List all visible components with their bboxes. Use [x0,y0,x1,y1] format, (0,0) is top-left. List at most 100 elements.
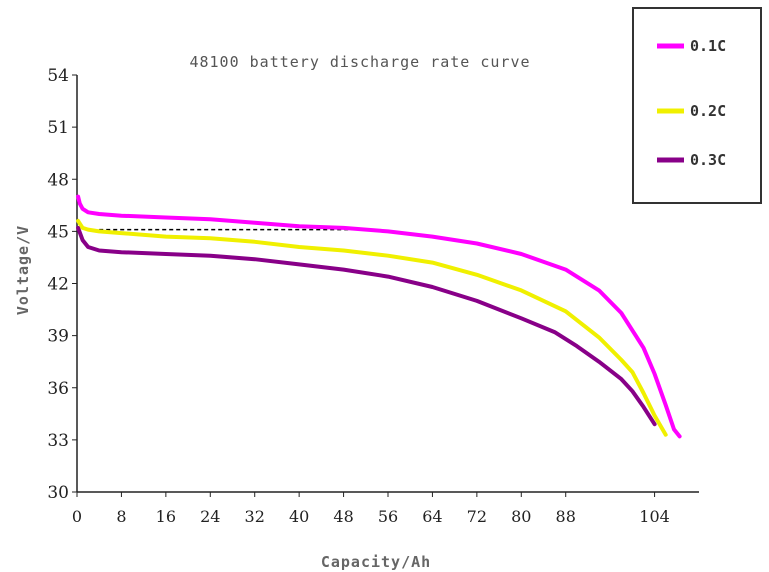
data-point [164,235,168,239]
data-point [208,236,212,240]
data-point [208,254,212,258]
data-point [430,235,434,239]
data-point [342,249,346,252]
x-tick-label: 8 [116,507,126,526]
data-point [76,195,80,199]
data-point [475,273,479,277]
data-point [253,240,257,244]
series-lines [76,194,682,439]
x-tick-label: 72 [467,507,487,526]
data-point [297,245,301,249]
x-tick-label: 40 [289,507,309,526]
data-point [297,224,301,228]
data-point [86,210,90,214]
data-point [76,219,80,223]
data-point [619,311,623,315]
x-tick-label: 104 [639,507,670,526]
y-tick-label: 42 [47,275,69,295]
data-point [519,288,523,292]
data-point [564,268,568,272]
x-axis-label: Capacity/Ah [321,553,431,571]
data-point [386,229,390,233]
data-point [519,316,523,320]
y-tick-label: 33 [47,431,69,451]
y-tick-label: 54 [47,66,69,86]
data-point [119,250,123,254]
x-tick-label: 48 [333,507,353,526]
data-point [597,335,601,339]
data-point [642,405,645,409]
data-point [630,389,634,393]
legend-label-1: 0.2C [690,102,726,120]
data-point [78,202,82,206]
series-line-2 [76,225,657,427]
x-tick-label: 80 [511,507,531,526]
data-point [575,344,579,348]
data-point [342,226,346,230]
data-point [564,309,568,313]
data-point [297,262,301,266]
legend-label-2: 0.3C [690,151,726,169]
x-tick-label: 56 [378,507,398,526]
legend: 0.1C 0.2C 0.3C [632,7,762,204]
data-point [678,434,682,438]
data-point [597,288,601,292]
data-point [81,207,85,211]
data-point [97,212,101,216]
x-tick-label: 88 [556,507,576,526]
y-tick-label: 30 [47,483,69,503]
data-point [619,358,623,362]
data-point [119,231,123,235]
data-point [653,372,657,376]
data-point [86,245,90,249]
legend-label-0: 0.1C [690,37,726,55]
x-tick-label: 64 [422,507,442,526]
data-point [119,214,123,218]
data-point [386,254,390,258]
y-tick-label: 45 [47,222,69,242]
data-point [81,238,85,242]
y-tick-label: 48 [47,170,69,190]
data-point [97,229,101,233]
chart-title: 48100 battery discharge rate curve [189,53,530,71]
data-point [430,285,434,289]
data-point [642,391,645,395]
data-point [253,221,257,225]
data-point [642,346,645,350]
data-point [672,427,676,431]
data-point [653,422,657,426]
data-point [519,252,523,256]
data-point [664,433,668,437]
data-point [86,228,90,232]
data-point [653,414,657,418]
data-point [630,370,634,374]
series-line-0 [76,194,682,439]
data-point [164,252,168,256]
y-tick-label: 39 [47,327,69,347]
data-point [81,226,85,230]
data-point [664,403,668,407]
x-tick-label: 24 [200,507,220,526]
data-point [76,226,80,230]
data-point [253,257,257,261]
data-point [475,299,479,303]
data-point [342,268,346,272]
data-point [97,249,101,252]
data-point [475,242,479,245]
x-tick-labels: 0 8 16 24 32 40 48 56 64 72 80 88 104 [72,492,670,526]
data-point [597,360,601,364]
data-point [208,217,212,221]
data-point [164,216,168,219]
data-point [619,377,623,381]
y-tick-label: 36 [47,379,69,399]
legend-box [632,7,762,204]
x-tick-label: 16 [156,507,176,526]
data-point [430,261,434,265]
data-point [386,275,390,279]
axes [76,75,699,493]
x-tick-label: 32 [245,507,265,526]
y-tick-label: 51 [47,118,69,138]
y-axis-label: Voltage/V [14,225,32,315]
x-tick-label: 0 [72,507,82,526]
